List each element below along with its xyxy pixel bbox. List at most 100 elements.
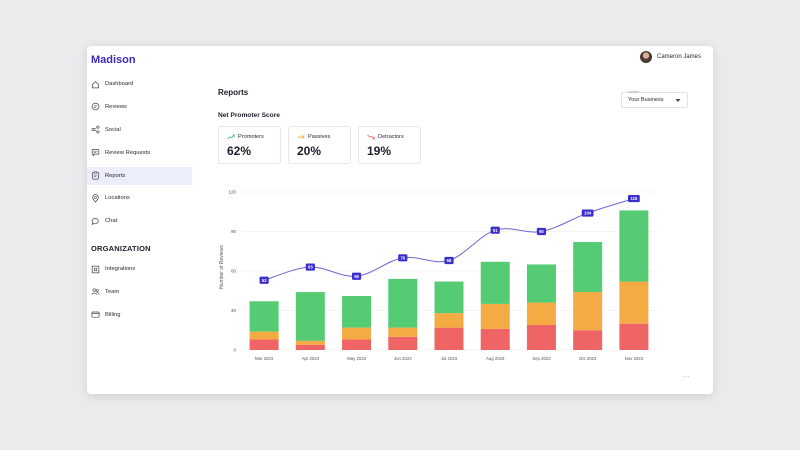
app-window: Madison Dashboard Reviews Social Review … xyxy=(87,46,713,394)
report-icon xyxy=(91,171,100,180)
avatar xyxy=(639,51,652,63)
reviews-chart: 0 30 60 90 120 Mar 2023 Apr 2023 May 2023 Jun 2… xyxy=(219,190,657,361)
sidebar-item-locations[interactable]: Locations xyxy=(87,189,192,207)
page-title: Reports xyxy=(218,88,249,97)
sidebar-item-label: Dashboard xyxy=(105,81,134,87)
bar-detractors xyxy=(388,336,418,350)
chevron-down-icon xyxy=(675,99,681,102)
location-select[interactable]: Location Your Business xyxy=(621,90,688,108)
x-tick-label: Apr 2023 xyxy=(302,356,320,361)
line-point-marker xyxy=(444,256,454,265)
line-point-label: 70 xyxy=(400,255,405,260)
sidebar-item-social[interactable]: Social xyxy=(87,121,192,139)
organization-nav: Integrations Team Billing xyxy=(87,260,192,329)
bar-promoters xyxy=(480,261,510,304)
brand-logo[interactable]: Madison xyxy=(91,54,136,66)
line-point-label: 115 xyxy=(631,196,638,201)
detractors-value: 19% xyxy=(367,144,392,158)
passives-value: 20% xyxy=(297,144,322,158)
integrations-icon xyxy=(91,265,100,274)
x-tick-label: Jul 2023 xyxy=(441,356,458,361)
share-icon xyxy=(91,125,100,134)
line-point-label: 90 xyxy=(539,229,544,234)
sidebar-item-billing[interactable]: Billing xyxy=(87,306,192,324)
promoters-label: Promoters xyxy=(238,134,264,140)
location-select-label: Location xyxy=(626,90,641,94)
sidebar-item-label: Chat xyxy=(105,218,118,225)
location-select-value: Your Business xyxy=(628,97,664,103)
sidebar-item-dashboard[interactable]: Dashboard xyxy=(87,75,192,93)
bar-detractors xyxy=(619,323,649,350)
x-tick-label: Nov 2023 xyxy=(625,356,644,361)
x-tick-label: Aug 2023 xyxy=(486,356,505,361)
line-point-label: 91 xyxy=(493,228,498,233)
line-point-label: 56 xyxy=(354,274,359,279)
bar-detractors xyxy=(573,330,603,350)
trend-down-icon xyxy=(367,134,375,140)
bar-detractors xyxy=(342,339,372,350)
bar-promoters xyxy=(295,292,325,341)
bar-passives xyxy=(388,327,418,337)
line-point-marker xyxy=(490,226,500,234)
line-point-label: 53 xyxy=(262,278,267,283)
sidebar: Madison Dashboard Reviews Social Review … xyxy=(87,46,192,394)
y-axis-title: Number of Reviews xyxy=(219,245,225,289)
y-tick-label: 90 xyxy=(231,229,237,234)
sidebar-item-integrations[interactable]: Integrations xyxy=(87,260,192,278)
bar-passives xyxy=(342,327,372,340)
more-options-button[interactable]: ... xyxy=(683,373,690,379)
chat-bubbles-icon xyxy=(91,217,100,226)
comment-icon xyxy=(91,102,100,111)
bar-promoters xyxy=(249,301,279,332)
promoters-value: 62% xyxy=(227,144,252,158)
trend-up-icon xyxy=(227,134,235,140)
sidebar-item-review-requests[interactable]: Review Requests xyxy=(87,144,192,162)
bar-detractors xyxy=(526,324,556,350)
bar-promoters xyxy=(388,278,418,328)
promoters-card: Promoters 62% xyxy=(218,126,281,164)
detractors-label: Detractors xyxy=(378,134,404,140)
bar-promoters xyxy=(619,210,649,282)
line-point-label: 63 xyxy=(308,265,313,270)
bar-passives xyxy=(573,292,603,331)
sidebar-item-chat[interactable]: Chat xyxy=(87,212,192,230)
line-point-marker xyxy=(259,276,269,284)
bar-promoters xyxy=(342,296,372,328)
user-menu[interactable]: Cameron James xyxy=(639,51,701,63)
sidebar-item-label: Social xyxy=(105,126,121,133)
bar-detractors xyxy=(295,344,325,350)
y-tick-label: 60 xyxy=(231,269,237,274)
y-tick-label: 120 xyxy=(228,190,236,195)
sidebar-item-label: Team xyxy=(105,288,120,295)
line-point-label: 68 xyxy=(447,258,452,263)
sidebar-item-reports[interactable]: Reports xyxy=(87,166,192,185)
bar-passives xyxy=(249,331,279,340)
line-point-marker xyxy=(398,254,408,262)
sidebar-item-team[interactable]: Team xyxy=(87,283,192,301)
bar-passives xyxy=(480,303,510,329)
line-point-marker xyxy=(627,194,640,203)
sidebar-item-label: Integrations xyxy=(105,266,136,272)
sidebar-item-label: Reviews xyxy=(105,103,127,110)
house-icon xyxy=(91,80,100,89)
user-name: Cameron James xyxy=(656,54,701,60)
sidebar-item-reviews[interactable]: Reviews xyxy=(87,98,192,116)
y-tick-label: 0 xyxy=(233,348,236,353)
location-pin-icon xyxy=(91,194,100,203)
x-tick-label: Oct 2023 xyxy=(579,356,597,361)
bar-promoters xyxy=(526,264,556,303)
line-point-marker xyxy=(581,209,594,217)
sidebar-item-label: Billing xyxy=(105,311,121,318)
x-tick-label: Mar 2023 xyxy=(255,356,274,361)
chat-box-icon xyxy=(91,148,100,157)
x-tick-label: May 2023 xyxy=(347,356,366,361)
sidebar-item-label: Reports xyxy=(105,172,126,179)
bar-passives xyxy=(526,302,556,325)
line-point-marker xyxy=(536,227,547,236)
billing-card-icon xyxy=(91,310,100,319)
bar-detractors xyxy=(434,327,464,350)
bar-detractors xyxy=(249,339,279,350)
line-point-label: 104 xyxy=(584,211,592,216)
organization-heading: ORGANIZATION xyxy=(91,244,151,253)
bar-passives xyxy=(619,281,649,324)
